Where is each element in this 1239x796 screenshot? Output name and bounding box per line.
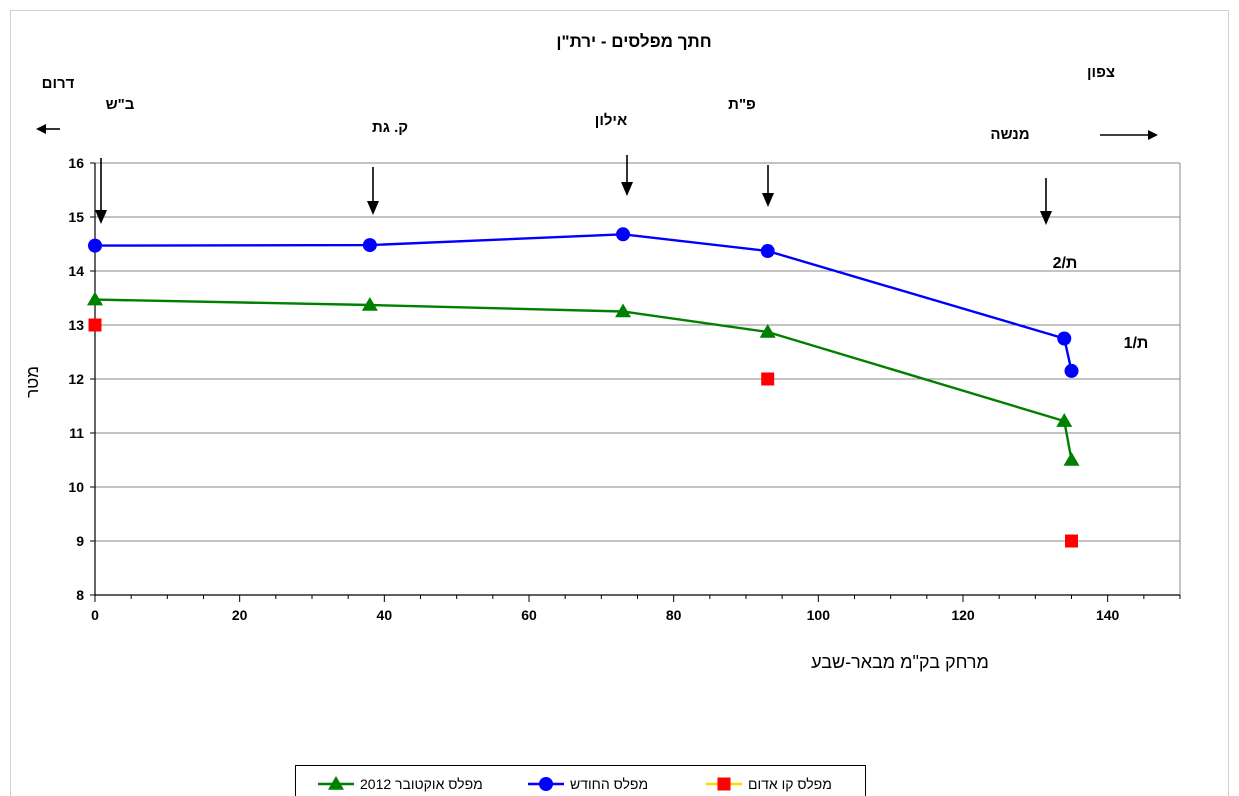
station-label-3: פ"ת (728, 96, 756, 113)
station-label-2: אילון (595, 112, 627, 129)
x-axis: 0 20 40 60 80 100 120 140 (91, 594, 1181, 623)
x-tick-label-100: 100 (807, 607, 831, 623)
y-tick-label-9: 9 (76, 533, 84, 549)
y-axis: 8 9 10 11 12 13 14 15 16 (68, 155, 96, 603)
point-1-2 (616, 227, 631, 242)
x-tick-label-60: 60 (521, 607, 537, 623)
station-arrow-head-4 (1040, 211, 1052, 225)
direction-north-arrow (1100, 130, 1158, 140)
station-3: פ"ת (728, 96, 774, 207)
station-arrow-head-0 (95, 210, 107, 224)
x-tick-label-20: 20 (232, 607, 248, 623)
point-1-0 (88, 238, 102, 253)
y-tick-label-11: 11 (69, 425, 84, 441)
point-0-3 (759, 324, 776, 338)
well-label-t2: ת/2 (1053, 255, 1078, 272)
station-0: ב"ש (95, 96, 135, 224)
y-tick-label-15: 15 (68, 209, 84, 225)
legend-box (295, 765, 866, 796)
station-label-1: ק. גת (372, 119, 408, 136)
x-tick-label-40: 40 (377, 607, 393, 623)
series-2 (88, 318, 1078, 548)
y-tick-label-16: 16 (68, 155, 84, 171)
series-line-0 (94, 298, 1073, 461)
x-axis-title: מרחק בק"מ מבאר-שבע (811, 652, 989, 672)
direction-north-label: צפון (1087, 64, 1115, 81)
legend-swatch-marker-1 (539, 777, 553, 791)
chart-title: חתך מפלסים - ירת"ן (556, 32, 711, 51)
y-tick-label-14: 14 (68, 263, 84, 279)
station-label-4: מנשה (990, 126, 1029, 143)
well-label-t1: ת/1 (1124, 335, 1149, 352)
point-2-2 (1065, 534, 1078, 548)
station-annotations: ב"ש ק. גת אילון פ"ת מנשה (95, 96, 1052, 225)
point-1-3 (760, 244, 775, 259)
y-tick-label-12: 12 (68, 371, 84, 387)
legend-label-0: מפלס אוקטובר 2012 (360, 776, 483, 792)
station-label-0: ב"ש (106, 96, 135, 113)
legend-swatch-marker-0 (328, 776, 344, 790)
y-tick-label-10: 10 (68, 479, 84, 495)
station-2: אילון (595, 112, 633, 196)
series-0 (87, 291, 1080, 466)
point-0-2 (615, 303, 632, 318)
legend-swatch-marker-2 (717, 777, 731, 791)
plot-grid (95, 162, 1181, 595)
legend-item-1: מפלס החודש (528, 776, 648, 792)
legend-label-2: מפלס קו אדום (748, 776, 832, 792)
station-arrow-head-3 (762, 193, 774, 207)
point-0-5 (1063, 452, 1080, 466)
point-2-1 (761, 372, 775, 386)
point-0-0 (87, 291, 103, 306)
series-1 (88, 227, 1079, 378)
point-1-5 (1064, 363, 1079, 378)
x-tick-label-120: 120 (951, 607, 975, 623)
station-1: ק. גת (367, 119, 408, 215)
legend-item-2: מפלס קו אדום (706, 776, 832, 792)
station-arrow-head-2 (621, 182, 633, 196)
y-tick-label-8: 8 (76, 587, 84, 603)
legend-item-0: מפלס אוקטובר 2012 (318, 776, 483, 792)
x-tick-label-140: 140 (1096, 607, 1120, 623)
point-1-1 (362, 238, 377, 253)
point-2-0 (88, 318, 102, 332)
direction-south-arrow (36, 124, 60, 134)
point-0-1 (361, 297, 378, 311)
y-tick-label-13: 13 (68, 317, 84, 333)
station-4: מנשה (990, 126, 1052, 225)
point-0-4 (1056, 413, 1073, 427)
y-axis-title: מטר (23, 366, 42, 398)
series-layer (87, 227, 1080, 548)
legend-label-1: מפלס החודש (570, 776, 648, 792)
legend: מפלס אוקטובר 2012 מפלס החודש מפלס קו אדום (295, 765, 866, 796)
point-1-4 (1057, 331, 1072, 346)
x-tick-label-0: 0 (91, 607, 99, 623)
station-arrow-head-1 (367, 201, 379, 215)
x-tick-label-80: 80 (666, 607, 682, 623)
direction-south-label: דרום (42, 75, 75, 92)
